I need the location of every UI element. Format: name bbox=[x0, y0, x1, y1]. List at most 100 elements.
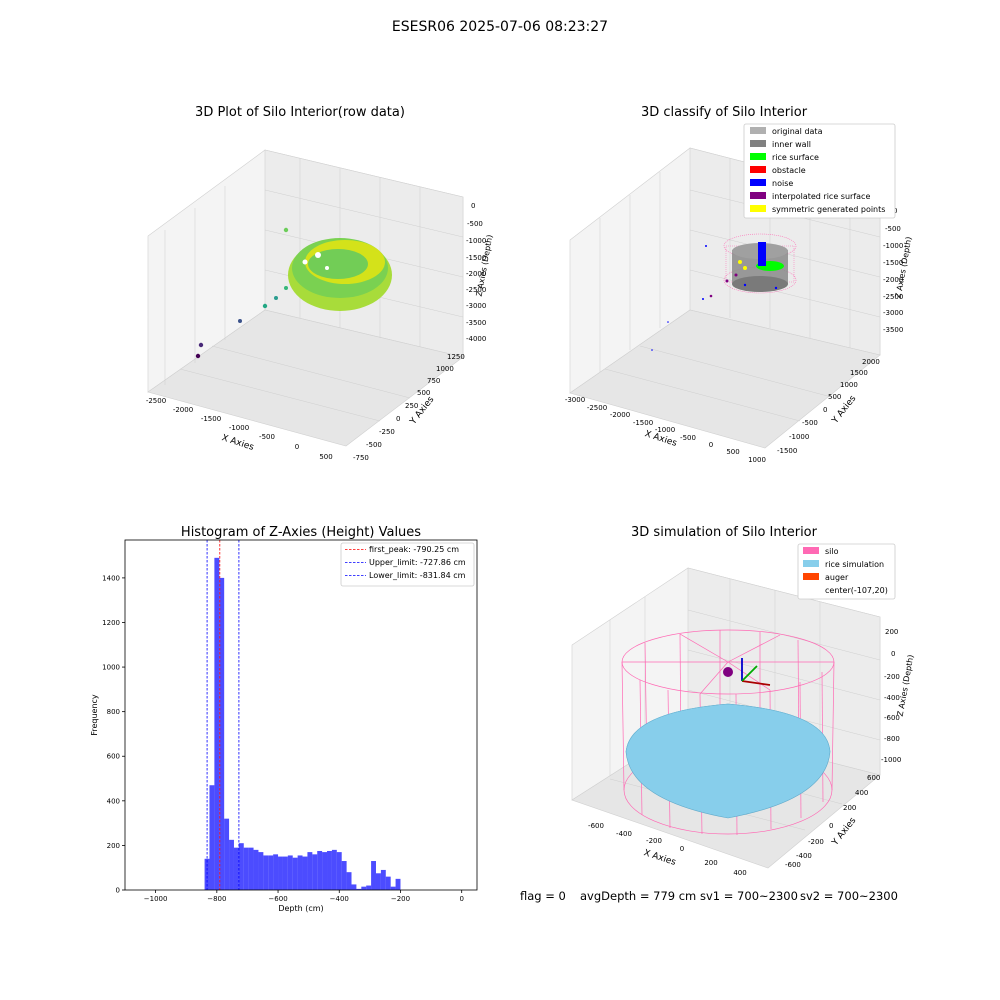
classify-legend-swatch bbox=[750, 205, 766, 212]
histogram-bar bbox=[371, 861, 376, 890]
status-sv2: sv2 = 700~2300 bbox=[800, 889, 898, 903]
classify-legend-label: original data bbox=[772, 127, 823, 136]
classify-legend-swatch bbox=[750, 127, 766, 134]
classify-legend-label: inner wall bbox=[772, 140, 811, 149]
raw-x-tick: -2500 bbox=[146, 397, 166, 405]
simulation-x-tick: 400 bbox=[733, 869, 746, 877]
histogram-bar bbox=[229, 839, 234, 890]
raw-x-tick: 0 bbox=[295, 443, 299, 451]
classify-x-tick: 0 bbox=[709, 441, 713, 449]
simulation-rice-surface bbox=[625, 703, 831, 819]
simulation-legend-swatch bbox=[803, 547, 819, 554]
classify-y-tick: -1000 bbox=[789, 433, 809, 441]
simulation-y-tick: 200 bbox=[843, 804, 856, 812]
simulation-y-ticks: -600 -400 -200 0 200 400 600 bbox=[785, 774, 880, 869]
simulation-legend-swatch bbox=[803, 560, 819, 567]
histogram-bar bbox=[258, 852, 264, 890]
histogram-ylabel: Frequency bbox=[90, 694, 99, 736]
histogram-bar bbox=[312, 854, 318, 890]
raw-x-tick: -1500 bbox=[201, 415, 221, 423]
histogram-legend-label: Lower_limit: -831.84 cm bbox=[369, 571, 466, 580]
status-sv1: sv1 = 700~2300 bbox=[700, 889, 798, 903]
histogram-bar bbox=[380, 869, 386, 890]
classify-legend-label: rice surface bbox=[772, 153, 819, 162]
classify-y-tick: 1500 bbox=[850, 369, 868, 377]
simulation-legend-label: auger bbox=[825, 573, 849, 582]
histogram-lines bbox=[206, 540, 240, 890]
raw-x-ticks: -2500 -2000 -1500 -1000 -500 0 500 bbox=[146, 397, 333, 461]
panel-histogram: Histogram of Z-Axies (Height) Values −10… bbox=[90, 525, 478, 913]
panel-raw-3d: 3D Plot of Silo Interior(row data) bbox=[146, 105, 495, 462]
simulation-legend-label: rice simulation bbox=[825, 560, 884, 569]
classify-y-tick: 0 bbox=[823, 406, 827, 414]
histogram-y-tick-label: 600 bbox=[107, 753, 120, 761]
histogram-y-tick-label: 1200 bbox=[102, 619, 120, 627]
panel-simulation-title: 3D simulation of Silo Interior bbox=[631, 525, 818, 540]
classify-points bbox=[651, 233, 797, 351]
simulation-legend-swatch bbox=[803, 573, 819, 580]
status-flag: flag = 0 bbox=[520, 889, 566, 903]
histogram-bar bbox=[390, 886, 396, 890]
histogram-x-tick-label: 0 bbox=[459, 895, 463, 903]
histogram-bar bbox=[395, 878, 401, 890]
raw-z-tick: 0 bbox=[471, 202, 475, 210]
classify-x-tick: -1500 bbox=[633, 419, 653, 427]
raw-z-tick: -500 bbox=[467, 220, 483, 228]
simulation-ylabel: Y Axies bbox=[830, 816, 859, 849]
raw-axes-box: -2500 -2000 -1500 -1000 -500 0 500 X Axi… bbox=[146, 149, 494, 462]
classify-x-tick: 500 bbox=[726, 448, 739, 456]
classify-z-tick: -2500 bbox=[883, 293, 903, 301]
histogram-y-tick-label: 1000 bbox=[102, 664, 120, 672]
histogram-bar bbox=[322, 852, 328, 890]
raw-x-tick: 500 bbox=[319, 453, 332, 461]
classify-y-ticks: -1500 -1000 -500 0 500 1000 1500 2000 bbox=[777, 358, 880, 455]
histogram-bar bbox=[214, 557, 220, 890]
raw-y-ticks: -750 -500 -250 0 250 500 750 1000 1250 bbox=[353, 353, 465, 462]
histogram-bar bbox=[307, 852, 313, 890]
histogram-bar bbox=[248, 847, 254, 890]
simulation-z-tick: 200 bbox=[885, 628, 898, 636]
classify-y-tick: -500 bbox=[802, 419, 818, 427]
histogram-bar bbox=[366, 885, 372, 890]
simulation-x-tick: 0 bbox=[680, 845, 684, 853]
histogram-bars bbox=[204, 557, 401, 890]
histogram-bar bbox=[351, 884, 357, 890]
raw-z-tick: -1000 bbox=[466, 237, 486, 245]
simulation-legend: silo rice simulation auger center(-107,20) bbox=[797, 543, 896, 600]
classify-z-tick: -3000 bbox=[883, 309, 903, 317]
histogram-bar bbox=[253, 849, 259, 890]
simulation-z-tick: -400 bbox=[884, 694, 900, 702]
histogram-bar bbox=[361, 886, 367, 890]
raw-y-tick: -250 bbox=[379, 428, 395, 436]
histogram-x-tick-label: −400 bbox=[330, 895, 349, 903]
simulation-z-tick: -800 bbox=[884, 735, 900, 743]
classify-legend: original data inner wall rice surface obsta… bbox=[743, 123, 896, 219]
raw-z-tick: -4000 bbox=[466, 335, 486, 343]
simulation-auger bbox=[723, 658, 771, 686]
histogram-legend-label: first_peak: -790.25 cm bbox=[369, 545, 459, 554]
classify-z-tick: -3500 bbox=[883, 326, 903, 334]
simulation-axes-box: -600 -400 -200 0 200 400 X Axies -600 -4… bbox=[571, 567, 915, 877]
histogram-y-tick-label: 200 bbox=[107, 842, 120, 850]
histogram-y-tick-label: 1400 bbox=[102, 574, 120, 582]
histogram-bar bbox=[341, 861, 347, 890]
raw-x-tick: -1000 bbox=[229, 424, 249, 432]
histogram-title: Histogram of Z-Axies (Height) Values bbox=[181, 525, 421, 540]
classify-legend-swatch bbox=[750, 192, 766, 199]
histogram-bar bbox=[238, 843, 244, 890]
histogram-bar bbox=[268, 855, 274, 890]
classify-legend-label: noise bbox=[772, 179, 793, 188]
classify-legend-label: obstacle bbox=[772, 166, 806, 175]
simulation-x-tick: -200 bbox=[646, 837, 662, 845]
raw-y-tick: 1250 bbox=[447, 353, 465, 361]
histogram-y-tick-label: 400 bbox=[107, 797, 120, 805]
histogram-bar bbox=[243, 847, 249, 890]
simulation-x-tick: -400 bbox=[616, 830, 632, 838]
histogram-bar bbox=[233, 847, 239, 890]
histogram-x-tick-label: −200 bbox=[391, 895, 410, 903]
histogram-legend-label: Upper_limit: -727.86 cm bbox=[369, 558, 466, 567]
raw-y-tick: 500 bbox=[417, 389, 430, 397]
raw-z-tick: -2500 bbox=[466, 286, 486, 294]
histogram-bar bbox=[297, 855, 303, 890]
